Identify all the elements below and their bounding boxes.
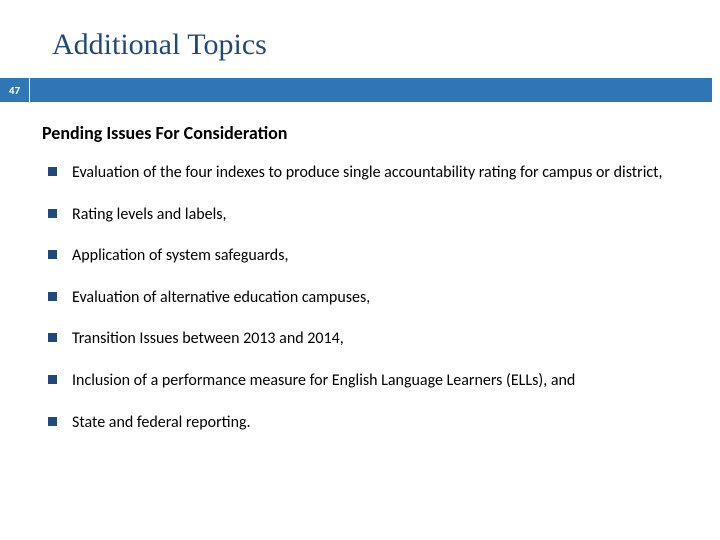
list-item: Application of system safeguards, bbox=[42, 245, 690, 267]
slide-title: Additional Topics bbox=[0, 28, 720, 62]
list-item: Transition Issues between 2013 and 2014, bbox=[42, 328, 690, 350]
list-item: State and federal reporting. bbox=[42, 412, 690, 434]
list-item: Evaluation of alternative education camp… bbox=[42, 287, 690, 309]
header-blue-bar bbox=[30, 78, 712, 102]
list-item: Inclusion of a performance measure for E… bbox=[42, 370, 690, 392]
content-area: Pending Issues For Consideration Evaluat… bbox=[0, 122, 720, 433]
header-bar: 47 bbox=[0, 78, 720, 102]
list-item: Evaluation of the four indexes to produc… bbox=[42, 162, 690, 184]
subtitle: Pending Issues For Consideration bbox=[42, 122, 690, 144]
list-item: Rating levels and labels, bbox=[42, 204, 690, 226]
page-number-badge: 47 bbox=[0, 78, 30, 102]
bullet-list: Evaluation of the four indexes to produc… bbox=[42, 162, 690, 433]
slide-container: Additional Topics 47 Pending Issues For … bbox=[0, 0, 720, 540]
